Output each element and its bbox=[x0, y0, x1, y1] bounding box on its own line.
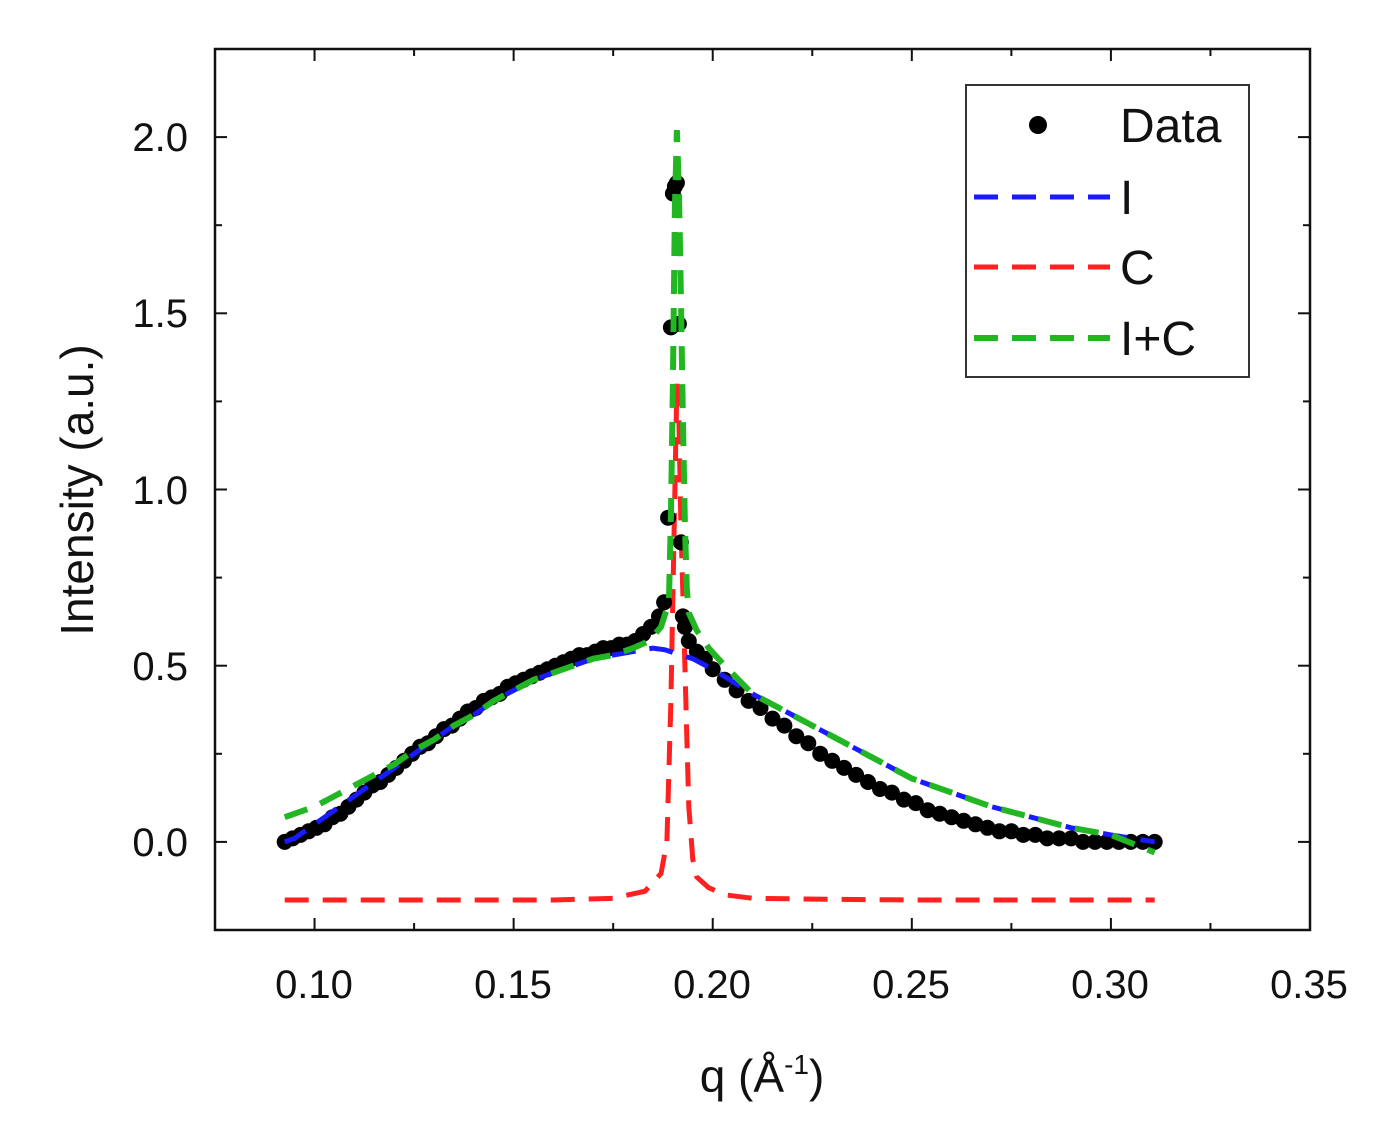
legend-marker-data bbox=[1029, 116, 1047, 134]
y-tick-label: 1.5 bbox=[132, 292, 188, 336]
x-axis-title-superscript: -1 bbox=[784, 1049, 809, 1080]
data-point bbox=[1098, 833, 1115, 850]
data-point bbox=[676, 618, 693, 635]
x-tick-label: 0.20 bbox=[673, 963, 751, 1007]
data-point bbox=[967, 816, 984, 833]
data-point bbox=[728, 682, 745, 699]
data-point bbox=[824, 752, 841, 769]
x-tick-labels: 0.10 0.15 0.20 0.25 0.30 0.35 bbox=[275, 963, 1348, 1007]
data-point bbox=[919, 802, 936, 819]
data-point bbox=[740, 692, 757, 709]
data-point bbox=[704, 661, 721, 678]
legend-label-I: I bbox=[1120, 172, 1133, 225]
y-tick-label: 2.0 bbox=[132, 116, 188, 160]
legend-label-C: C bbox=[1120, 242, 1155, 295]
data-point bbox=[848, 766, 865, 783]
data-point bbox=[1039, 830, 1056, 847]
y-tick-label: 0.0 bbox=[132, 821, 188, 865]
y-tick-label: 0.5 bbox=[132, 645, 188, 689]
legend-box bbox=[965, 84, 1250, 378]
data-point bbox=[1075, 833, 1091, 850]
y-tick-labels: 0.0 0.5 1.0 1.5 2.0 bbox=[132, 116, 188, 865]
data-point bbox=[776, 717, 793, 734]
x-tick-label: 0.10 bbox=[275, 963, 353, 1007]
legend-label-I-plus-C: I+C bbox=[1120, 313, 1196, 366]
y-axis-title: Intensity (a.u.) bbox=[51, 344, 103, 635]
x-axis-title: q (Å-1) bbox=[700, 1049, 825, 1102]
data-point bbox=[883, 784, 900, 801]
data-point bbox=[800, 735, 817, 752]
data-point bbox=[1051, 830, 1068, 847]
x-tick-label: 0.35 bbox=[1270, 963, 1348, 1007]
x-tick-label: 0.30 bbox=[1071, 963, 1149, 1007]
legend-label-data: Data bbox=[1120, 100, 1222, 153]
x-axis-title-base: q (Å bbox=[700, 1050, 785, 1102]
data-point bbox=[836, 759, 853, 776]
data-point bbox=[764, 710, 781, 727]
series-line-I-plus-C bbox=[283, 129, 1156, 856]
data-point bbox=[1015, 826, 1032, 843]
y-tick-label: 1.0 bbox=[132, 469, 188, 513]
series-layer bbox=[276, 129, 1163, 903]
x-tick-label: 0.25 bbox=[872, 963, 950, 1007]
x-axis-title-end: ) bbox=[809, 1050, 824, 1102]
data-point bbox=[907, 795, 924, 812]
data-point bbox=[991, 823, 1008, 840]
data-point bbox=[1087, 833, 1103, 850]
series-line-I bbox=[283, 645, 1156, 845]
data-point bbox=[752, 700, 769, 716]
data-point bbox=[656, 594, 673, 611]
axis-ticks bbox=[214, 48, 1311, 931]
data-point bbox=[860, 774, 876, 790]
legend: Data I C I+C bbox=[965, 84, 1250, 378]
x-tick-label: 0.15 bbox=[474, 963, 552, 1007]
data-point bbox=[943, 809, 960, 826]
data-point bbox=[812, 745, 829, 762]
data-point bbox=[788, 728, 805, 745]
